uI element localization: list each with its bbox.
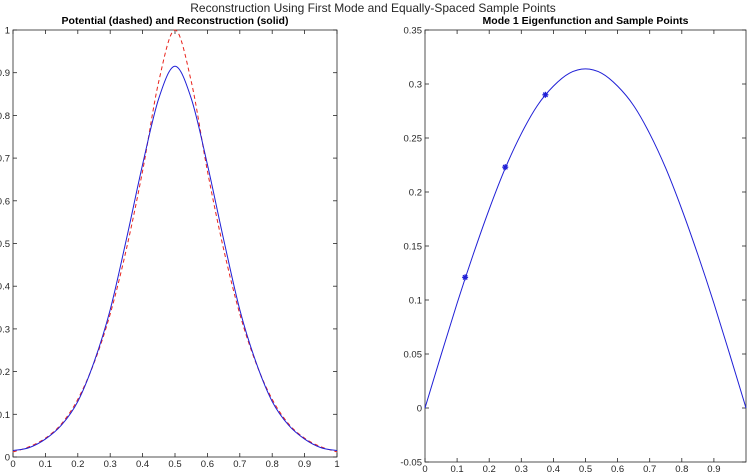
- marker-stroke: [462, 274, 468, 280]
- x-tick-label: 0.5: [579, 464, 592, 474]
- y-tick-label: 0.9: [0, 68, 10, 79]
- y-tick-label: 0.15: [404, 242, 423, 253]
- solid-series-line: [12, 65, 338, 452]
- y-tick-label: 0.5: [0, 239, 10, 250]
- x-tick-label: 0.6: [611, 464, 624, 474]
- plot-title: Mode 1 Eigenfunction and Sample Points: [483, 15, 689, 27]
- x-tick-label: 1: [334, 459, 339, 470]
- x-tick-label: 0: [10, 459, 15, 470]
- marker-stroke: [502, 164, 508, 170]
- y-tick-label: 0.2: [409, 188, 422, 199]
- x-tick-label: 0.3: [104, 459, 117, 470]
- y-tick-label: 0.7: [0, 154, 10, 165]
- x-tick-label: 0: [422, 464, 427, 474]
- left-plot: Potential (dashed) and Reconstruction (s…: [0, 15, 340, 470]
- y-tick-label: 0.05: [404, 350, 423, 361]
- y-tick-label: 0.3: [0, 324, 10, 335]
- x-tick-label: 0.2: [483, 464, 496, 474]
- potential-dashed-line: [12, 29, 338, 453]
- x-tick-label: 0.2: [71, 459, 84, 470]
- figure-suptitle: Reconstruction Using First Mode and Equa…: [190, 1, 556, 15]
- y-tick-label: 0.25: [404, 134, 423, 145]
- x-tick-label: 0.4: [136, 459, 149, 470]
- x-tick-label: 0.9: [707, 464, 720, 474]
- x-tick-label: 0.8: [266, 459, 279, 470]
- x-tick-label: 0.1: [450, 464, 463, 474]
- y-tick-label: 0.2: [0, 367, 10, 378]
- y-tick-label: 0.1: [409, 296, 422, 307]
- x-tick-label: 0.8: [675, 464, 688, 474]
- x-tick-label: 0.6: [201, 459, 214, 470]
- plot-frame: [12, 29, 338, 458]
- x-tick-label: 0.7: [643, 464, 656, 474]
- plot-title: Potential (dashed) and Reconstruction (s…: [62, 15, 289, 27]
- y-tick-label: -0.05: [400, 458, 422, 469]
- y-tick-label: 0.1: [0, 410, 10, 421]
- sample-point-marker: [462, 274, 469, 281]
- x-tick-label: 0.1: [39, 459, 52, 470]
- x-tick-label: 0.3: [515, 464, 528, 474]
- y-tick-label: 0.35: [404, 26, 423, 37]
- plot-frame: [424, 29, 747, 463]
- y-tick-label: 1: [5, 26, 10, 37]
- y-tick-label: 0: [417, 404, 422, 415]
- right-plot: Mode 1 Eigenfunction and Sample Points 0 0…: [400, 15, 747, 474]
- solid-series-line: [424, 68, 747, 409]
- y-tick-label: 0.4: [0, 282, 10, 293]
- y-tick-label: 0: [5, 453, 10, 464]
- marker-stroke: [542, 92, 548, 98]
- sample-point-marker: [502, 164, 509, 171]
- y-tick-label: 0.3: [409, 80, 422, 91]
- y-tick-label: 0.8: [0, 111, 10, 122]
- x-tick-label: 0.7: [233, 459, 246, 470]
- x-tick-label: 0.4: [547, 464, 560, 474]
- x-tick-label: 0.5: [168, 459, 181, 470]
- sample-point-marker: [542, 91, 549, 98]
- x-tick-label: 0.9: [298, 459, 311, 470]
- y-tick-label: 0.6: [0, 196, 10, 207]
